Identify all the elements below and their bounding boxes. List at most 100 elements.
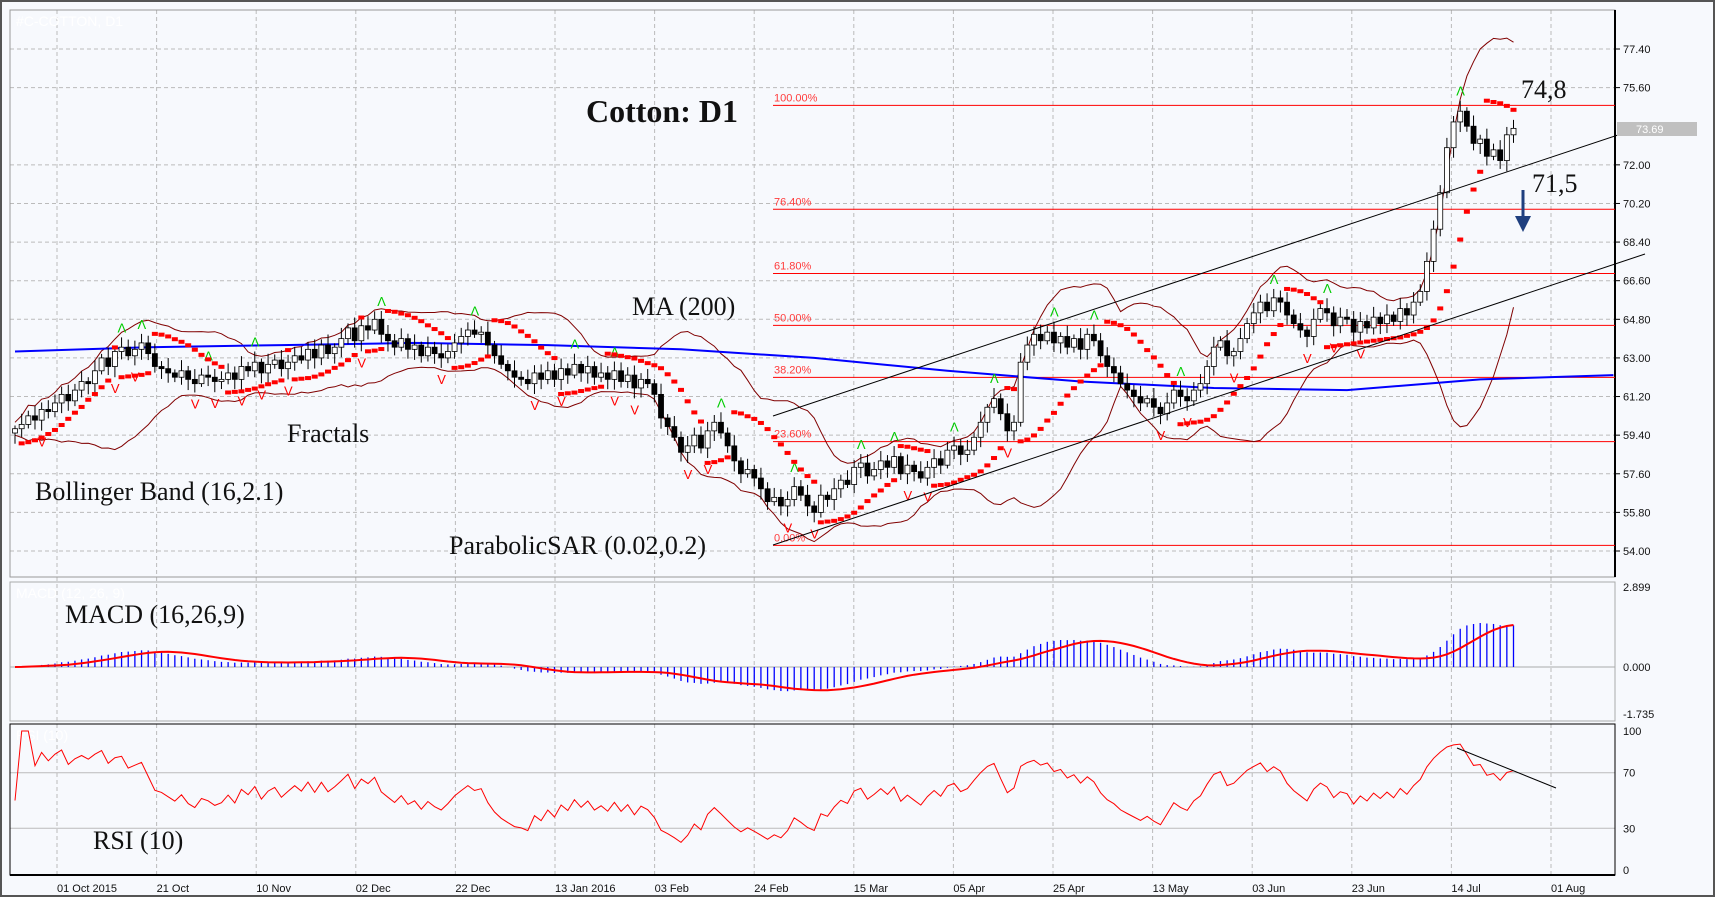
candle-body: [631, 374, 638, 389]
sar-dot: [325, 369, 332, 374]
sar-dot: [1224, 400, 1231, 405]
sar-dot: [1403, 333, 1410, 338]
sar-dot: [351, 352, 358, 357]
sar-dot: [1317, 300, 1324, 305]
candle-body: [231, 372, 238, 380]
sar-dot: [38, 435, 45, 440]
sar-dot: [398, 311, 405, 316]
candle-body: [198, 374, 205, 385]
candle-body: [1404, 308, 1410, 316]
sar-dot: [951, 480, 958, 485]
sar-label: ParabolicSAR (0.02,0.2): [449, 531, 706, 560]
sar-dot: [1430, 318, 1437, 323]
sar-dot: [98, 385, 105, 390]
sar-dot: [511, 324, 518, 329]
sar-dot: [791, 459, 798, 464]
fractal-up-icon: Λ: [610, 345, 619, 360]
bollinger-lower-band: [14, 307, 1514, 543]
sar-dot: [837, 517, 844, 522]
sar-dot: [1184, 421, 1191, 426]
sar-dot: [544, 351, 551, 356]
candle-body: [1044, 331, 1051, 342]
fractal-down-icon: V: [1356, 346, 1365, 361]
sar-dot: [1410, 332, 1417, 337]
candle-body: [564, 368, 571, 376]
sar-dot: [724, 455, 731, 460]
sar-dot: [824, 519, 831, 524]
candle-body: [1324, 308, 1330, 314]
fib-level-label: 38.20%: [774, 364, 812, 376]
candle-body: [1224, 340, 1231, 357]
candle-body: [391, 340, 398, 348]
fractal-down-icon: V: [1230, 370, 1239, 385]
fractal-down-icon: V: [530, 398, 539, 413]
date-tick-label: 10 Nov: [256, 883, 291, 895]
candle-body: [112, 351, 118, 367]
sar-dot: [318, 372, 325, 377]
sar-dot: [111, 345, 118, 350]
candle-body: [1424, 260, 1430, 292]
candle-body: [1444, 147, 1450, 194]
ma-label: MA (200): [632, 292, 735, 321]
sar-dot: [331, 365, 338, 370]
candle-body: [1150, 398, 1157, 408]
sar-dot: [518, 329, 525, 334]
sar-dot: [1117, 323, 1124, 328]
sar-dot: [831, 518, 838, 523]
candle-body: [971, 436, 977, 451]
date-tick-label: 15 Mar: [854, 883, 889, 895]
date-tick-label: 01 Aug: [1551, 883, 1585, 895]
sar-dot: [804, 474, 811, 479]
sar-dot: [531, 339, 538, 344]
candle-body: [1257, 301, 1264, 314]
sar-dot: [1310, 296, 1317, 301]
candle-body: [824, 494, 831, 500]
candle-body: [691, 434, 698, 447]
sar-dot: [245, 387, 252, 392]
sar-dot: [345, 358, 351, 363]
candle-body: [1430, 228, 1437, 262]
fractal-down-icon: V: [257, 387, 266, 402]
sar-dot: [45, 432, 52, 437]
sar-dot: [131, 373, 138, 378]
candle-body: [1410, 301, 1417, 316]
candle-body: [191, 378, 198, 385]
sar-dot: [471, 361, 478, 366]
sar-dot: [165, 334, 172, 339]
candle-body: [951, 445, 957, 451]
sar-dot: [638, 358, 645, 363]
candle-body: [738, 460, 744, 475]
candle-body: [458, 336, 465, 344]
sar-dot: [145, 371, 152, 376]
sar-dot: [311, 374, 318, 379]
rsi-tick-label: 70: [1623, 768, 1635, 780]
sar-dot: [857, 505, 864, 510]
sar-dot: [378, 347, 385, 352]
sar-dot: [358, 315, 365, 320]
sar-dot: [384, 308, 391, 313]
fractal-down-icon: V: [1003, 445, 1012, 460]
fractals-label: Fractals: [287, 419, 369, 448]
current-price-label: 73.69: [1636, 124, 1664, 136]
candle-body: [438, 353, 445, 359]
candle-body: [578, 363, 584, 374]
price-tick-label: 57.60: [1623, 469, 1651, 481]
sar-dot: [1250, 366, 1257, 371]
candle-body: [797, 486, 804, 496]
sar-dot: [258, 384, 265, 389]
price-tick-label: 61.20: [1623, 392, 1651, 404]
candle-body: [1104, 355, 1111, 367]
fractal-up-icon: Λ: [1090, 308, 1099, 323]
candle-body: [1097, 340, 1104, 357]
fractal-up-icon: Λ: [950, 420, 959, 435]
sar-dot: [1057, 401, 1064, 406]
candle-body: [1197, 383, 1204, 391]
axis-labels: 77.40 75.60 72.00 70.20 68.40 66.60 64.80 63.00…: [57, 44, 1654, 895]
fractal-down-icon: V: [1157, 428, 1166, 443]
sar-dot: [711, 460, 718, 465]
candle-body: [131, 348, 138, 357]
candle-body: [311, 348, 318, 359]
sar-dot: [51, 427, 58, 432]
sar-dot: [751, 416, 758, 421]
candle-body: [531, 372, 538, 385]
